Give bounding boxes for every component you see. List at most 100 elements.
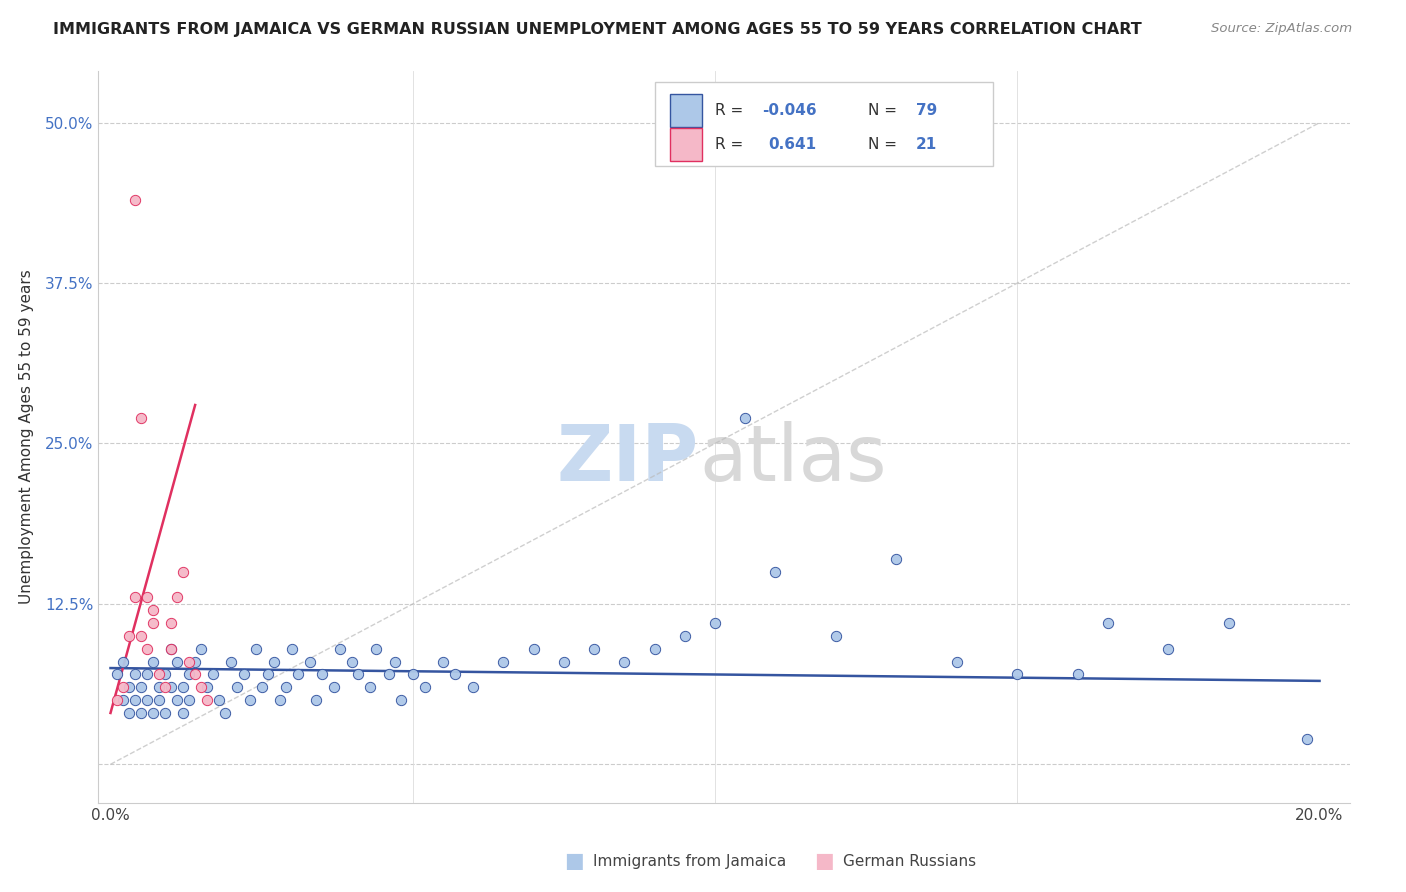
Point	[583, 641, 606, 656]
Text: 0.641: 0.641	[768, 137, 815, 152]
Point	[135, 591, 157, 605]
Point	[135, 693, 157, 707]
Point	[523, 641, 546, 656]
Point	[153, 706, 176, 720]
Point	[281, 641, 304, 656]
Point	[160, 641, 183, 656]
Point	[190, 641, 212, 656]
Text: Immigrants from Jamaica: Immigrants from Jamaica	[593, 854, 786, 869]
Text: -0.046: -0.046	[762, 103, 817, 118]
Point	[111, 693, 134, 707]
Point	[765, 565, 787, 579]
Point	[329, 641, 352, 656]
Text: ■: ■	[814, 851, 834, 871]
Point	[105, 693, 128, 707]
Bar	[671, 128, 702, 161]
Bar	[671, 94, 702, 127]
Point	[323, 681, 346, 695]
Point	[142, 706, 165, 720]
Point	[153, 667, 176, 681]
Point	[135, 667, 157, 681]
Point	[256, 667, 278, 681]
Point	[153, 681, 176, 695]
Point	[402, 667, 425, 681]
Point	[274, 681, 297, 695]
Point	[492, 655, 515, 669]
Point	[463, 681, 485, 695]
Point	[389, 693, 412, 707]
Point	[142, 603, 165, 617]
Point	[946, 655, 969, 669]
Point	[221, 655, 243, 669]
Point	[208, 693, 231, 707]
Point	[1157, 641, 1180, 656]
Point	[347, 667, 370, 681]
Text: 79: 79	[915, 103, 936, 118]
Text: R =: R =	[716, 137, 748, 152]
Point	[124, 193, 146, 207]
Point	[117, 629, 139, 643]
Point	[704, 616, 727, 631]
Point	[148, 681, 170, 695]
Point	[250, 681, 273, 695]
Point	[129, 629, 152, 643]
Point	[413, 681, 436, 695]
Point	[190, 681, 212, 695]
Point	[298, 655, 321, 669]
Point	[172, 565, 194, 579]
Point	[148, 667, 170, 681]
Point	[377, 667, 399, 681]
Point	[160, 681, 183, 695]
Point	[287, 667, 309, 681]
Point	[1067, 667, 1090, 681]
Point	[366, 641, 388, 656]
Point	[342, 655, 364, 669]
Point	[129, 410, 152, 425]
Point	[226, 681, 249, 695]
Point	[311, 667, 333, 681]
Text: atlas: atlas	[699, 421, 887, 497]
Point	[432, 655, 454, 669]
Point	[359, 681, 381, 695]
Point	[166, 693, 188, 707]
Point	[1097, 616, 1119, 631]
Point	[105, 667, 128, 681]
Point	[124, 667, 146, 681]
Point	[195, 693, 218, 707]
Point	[825, 629, 848, 643]
Y-axis label: Unemployment Among Ages 55 to 59 years: Unemployment Among Ages 55 to 59 years	[18, 269, 34, 605]
Point	[172, 706, 194, 720]
Point	[734, 410, 756, 425]
Point	[1296, 731, 1319, 746]
Point	[202, 667, 225, 681]
Point	[384, 655, 406, 669]
Point	[553, 655, 575, 669]
Point	[177, 667, 200, 681]
Point	[129, 681, 152, 695]
Text: ZIP: ZIP	[557, 421, 699, 497]
Text: Source: ZipAtlas.com: Source: ZipAtlas.com	[1212, 22, 1353, 36]
Point	[1007, 667, 1029, 681]
Point	[444, 667, 467, 681]
Point	[886, 552, 908, 566]
Point	[177, 693, 200, 707]
Point	[160, 616, 183, 631]
Point	[111, 681, 134, 695]
Point	[124, 693, 146, 707]
Point	[135, 641, 157, 656]
Point	[644, 641, 666, 656]
Point	[184, 655, 207, 669]
Point	[195, 681, 218, 695]
Point	[232, 667, 254, 681]
Text: N =: N =	[868, 103, 901, 118]
Point	[160, 641, 183, 656]
Point	[166, 591, 188, 605]
Text: ■: ■	[564, 851, 583, 871]
Point	[142, 655, 165, 669]
Point	[142, 616, 165, 631]
Point	[111, 655, 134, 669]
Point	[129, 706, 152, 720]
Point	[177, 655, 200, 669]
Text: R =: R =	[716, 103, 748, 118]
Point	[214, 706, 236, 720]
